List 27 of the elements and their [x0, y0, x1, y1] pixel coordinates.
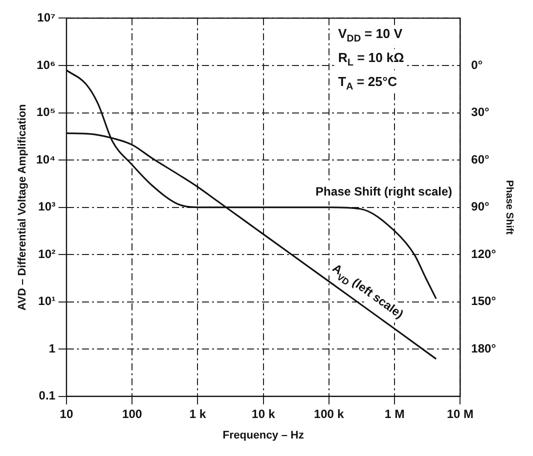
- y-tick-label: 10³: [38, 200, 56, 214]
- x-tick-label: 1 k: [189, 406, 206, 421]
- y-axis-title: AVD – Differential Voltage Amplification: [16, 104, 29, 310]
- y2-tick-label: 60°: [471, 152, 490, 166]
- y2-tick-label: 150°: [471, 294, 496, 308]
- x-tick-label: 1 M: [384, 406, 405, 421]
- x-tick-label: 10 M: [446, 406, 474, 421]
- series-label: Phase Shift (right scale): [315, 184, 452, 198]
- x-tick-label: 100: [122, 406, 142, 421]
- y-tick-label: 0.1: [38, 388, 56, 403]
- y2-tick-label: 90°: [471, 200, 490, 214]
- y2-tick-label: 0°: [471, 58, 483, 72]
- y-tick-label: 10⁵: [36, 105, 56, 120]
- y-tick-label: 10²: [38, 246, 56, 261]
- y2-axis-title: Phase Shift: [503, 180, 514, 236]
- y-tick-label: 10¹: [38, 294, 56, 308]
- y2-tick-label: 30°: [471, 105, 490, 120]
- y2-tick-label: 120°: [471, 246, 496, 261]
- x-tick-label: 10 k: [252, 406, 276, 421]
- x-axis-title: Frequency – Hz: [222, 429, 304, 442]
- x-tick-label: 10: [60, 406, 74, 421]
- y-tick-label: 10⁷: [37, 10, 56, 25]
- y2-tick-label: 180°: [471, 341, 496, 356]
- x-tick-label: 100 k: [314, 406, 344, 421]
- y-tick-label: 10⁶: [36, 58, 56, 72]
- y-tick-label: 10⁴: [36, 152, 56, 166]
- y-tick-label: 1: [48, 341, 56, 356]
